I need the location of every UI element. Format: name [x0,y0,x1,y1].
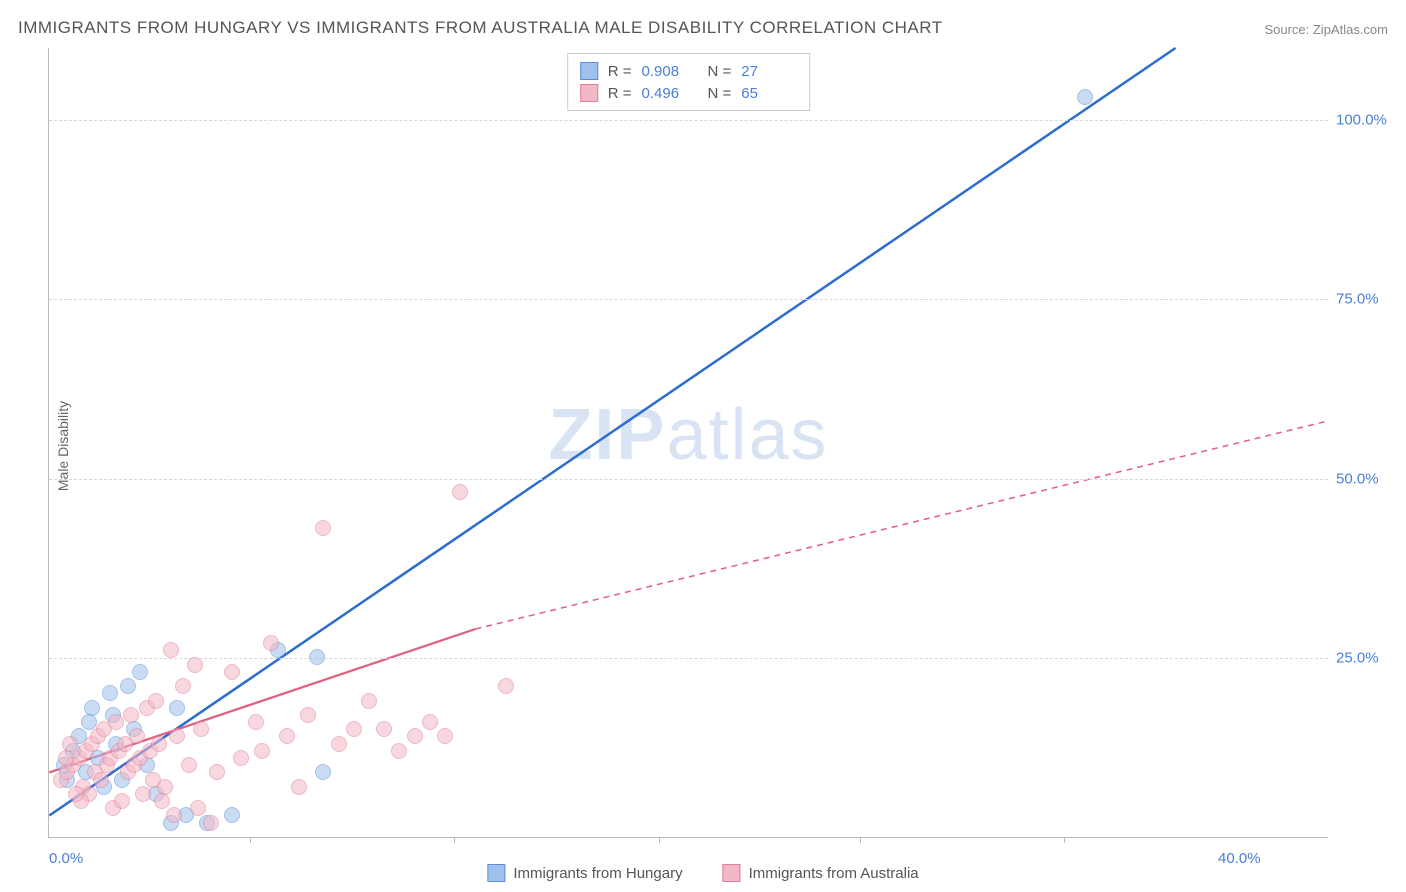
ytick-label: 100.0% [1336,111,1406,128]
ytick-label: 75.0% [1336,291,1406,308]
xtick-minor [860,837,861,843]
data-point [151,736,167,752]
source-name: ZipAtlas.com [1313,22,1388,37]
legend-series: Immigrants from Hungary Immigrants from … [487,864,918,882]
data-point [315,520,331,536]
data-point [129,728,145,744]
data-point [248,714,264,730]
ytick-label: 50.0% [1336,470,1406,487]
legend-item-australia: Immigrants from Australia [723,864,919,882]
data-point [154,793,170,809]
data-point [58,750,74,766]
data-point [361,693,377,709]
data-point [148,693,164,709]
data-point [203,815,219,831]
data-point [452,484,468,500]
data-point [123,707,139,723]
xtick-label: 0.0% [49,850,83,867]
xtick-label: 40.0% [1218,850,1261,867]
data-point [254,743,270,759]
n-value-australia: 65 [741,85,797,102]
data-point [309,649,325,665]
chart-title: IMMIGRANTS FROM HUNGARY VS IMMIGRANTS FR… [18,18,943,38]
n-value-hungary: 27 [741,63,797,80]
xtick-minor [250,837,251,843]
data-point [93,772,109,788]
data-point [166,807,182,823]
data-point [181,757,197,773]
data-point [346,721,362,737]
legend-item-hungary: Immigrants from Hungary [487,864,682,882]
chart-container: IMMIGRANTS FROM HUNGARY VS IMMIGRANTS FR… [0,0,1406,892]
data-point [437,728,453,744]
data-point [376,721,392,737]
data-point [498,678,514,694]
legend-stats: R = 0.908 N = 27 R = 0.496 N = 65 [567,53,811,111]
data-point [193,721,209,737]
data-point [169,700,185,716]
data-point [135,786,151,802]
data-point [169,728,185,744]
data-point [300,707,316,723]
data-point [81,714,97,730]
ytick-label: 25.0% [1336,650,1406,667]
legend-swatch-australia [723,864,741,882]
data-point [190,800,206,816]
data-point [407,728,423,744]
data-point [1077,89,1093,105]
xtick-minor [454,837,455,843]
data-point [233,750,249,766]
data-point [114,793,130,809]
xtick-minor [1064,837,1065,843]
swatch-australia [580,84,598,102]
data-point [132,664,148,680]
data-point [175,678,191,694]
data-point [209,764,225,780]
gridline-h [49,299,1328,300]
data-point [315,764,331,780]
plot-area: ZIPatlas R = 0.908 N = 27 R = 0.496 N = … [48,48,1328,838]
data-point [263,635,279,651]
data-point [331,736,347,752]
gridline-h [49,479,1328,480]
data-point [68,786,84,802]
source-label: Source: ZipAtlas.com [1264,22,1388,37]
xtick-minor [659,837,660,843]
data-point [291,779,307,795]
data-point [422,714,438,730]
swatch-hungary [580,62,598,80]
data-point [163,642,179,658]
data-point [62,736,78,752]
legend-row-australia: R = 0.496 N = 65 [580,82,798,104]
data-point [224,807,240,823]
r-value-australia: 0.496 [642,85,698,102]
watermark: ZIPatlas [548,393,828,475]
data-point [108,714,124,730]
data-point [391,743,407,759]
gridline-h [49,658,1328,659]
data-point [279,728,295,744]
legend-swatch-hungary [487,864,505,882]
trend-lines [49,48,1328,837]
data-point [224,664,240,680]
data-point [187,657,203,673]
legend-row-hungary: R = 0.908 N = 27 [580,60,798,82]
data-point [102,685,118,701]
r-value-hungary: 0.908 [642,63,698,80]
gridline-h [49,120,1328,121]
data-point [120,678,136,694]
